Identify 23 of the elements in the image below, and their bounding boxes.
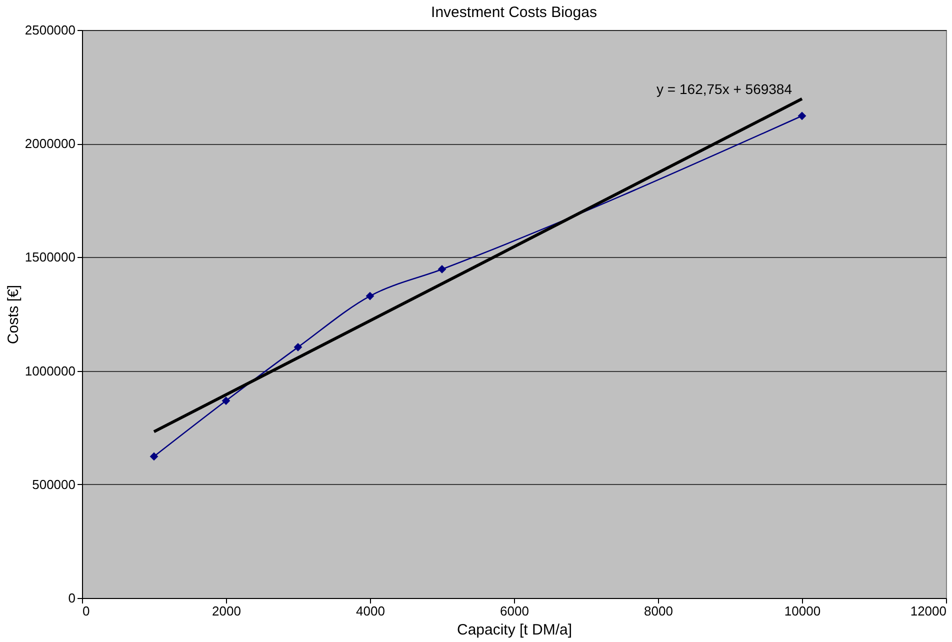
y-tick-label: 2000000 bbox=[24, 136, 76, 152]
y-tick-label: 2500000 bbox=[24, 22, 76, 38]
y-tick-label: 1500000 bbox=[24, 250, 76, 265]
point bbox=[150, 452, 158, 461]
point bbox=[438, 265, 446, 274]
y-tick-label: 500000 bbox=[32, 476, 76, 492]
point bbox=[798, 112, 806, 120]
x-tick-label: 6000 bbox=[500, 604, 529, 618]
x-axis-title: Capacity [t DM/a] bbox=[456, 622, 572, 638]
x-tick-label: 8000 bbox=[644, 604, 673, 618]
x-tick-label: 2000 bbox=[212, 604, 241, 618]
point bbox=[366, 292, 374, 300]
point bbox=[222, 396, 230, 405]
x-tick-label: 0 bbox=[82, 604, 90, 618]
x-tick-label: 10000 bbox=[784, 604, 821, 618]
y-axis-title: Costs [€] bbox=[4, 284, 22, 344]
x-tick-label: 4000 bbox=[356, 604, 385, 618]
annotation: y = 162,75x + 569384 bbox=[656, 80, 792, 97]
chart-title: Investment Costs Biogas bbox=[431, 4, 597, 21]
y-tick-label: 1000000 bbox=[24, 363, 76, 378]
y-tick-label: 0 bbox=[68, 590, 76, 606]
point bbox=[294, 342, 302, 352]
x-tick-label: 12000 bbox=[910, 604, 946, 618]
